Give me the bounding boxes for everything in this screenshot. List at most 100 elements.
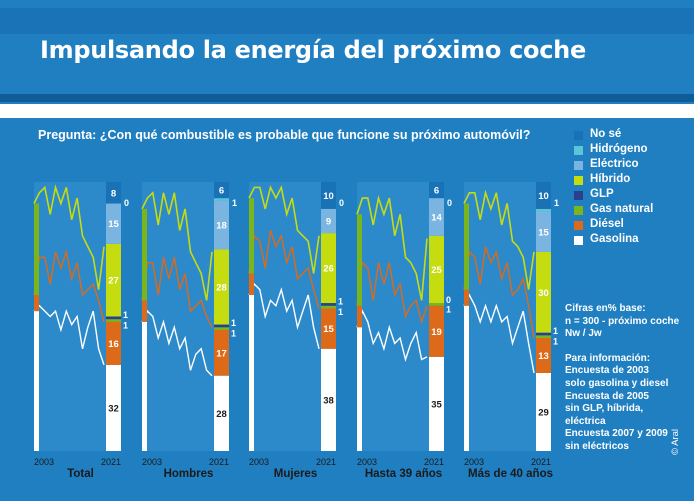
panel-label: Mujeres <box>274 468 317 480</box>
bar-segment-diesel <box>536 338 551 373</box>
year-label-end: 2021 <box>424 457 444 467</box>
start-segment-gasolina <box>142 321 147 451</box>
bar-segment-gasolina <box>321 348 336 451</box>
note-line: eléctrica <box>565 415 606 427</box>
bar-hidrogeno-label: 1 <box>554 198 559 208</box>
bar-segment-gas-natural <box>214 327 229 330</box>
notes-block: Cifras en% base: n = 300 - próximo coche… <box>565 303 685 454</box>
bar-value-label: 10 <box>323 191 334 202</box>
panel-label: Total <box>67 468 94 480</box>
bar-segment-gas-natural <box>321 305 336 309</box>
bar-segment-electrico <box>536 211 551 252</box>
start-segment-diesel <box>464 289 469 306</box>
series-line-gasolina <box>141 309 213 377</box>
bar-segment-gas-natural <box>536 335 551 339</box>
series-line-hibrido <box>463 189 535 290</box>
start-segment-gasolina <box>249 294 254 451</box>
note-line: Encuesta 2007 y 2009 <box>565 428 668 440</box>
bar-value-label: 25 <box>431 265 442 276</box>
bar-value-label: 28 <box>216 282 227 293</box>
start-segment-diesel <box>357 305 362 328</box>
header-divider <box>0 94 694 102</box>
bar-value-label: 32 <box>108 403 119 414</box>
panel-label: Hombres <box>164 468 214 480</box>
bar-segment-electrico <box>106 203 121 244</box>
copyright-label: © Aral <box>670 428 681 455</box>
bar-segment-hidrogeno <box>536 208 551 212</box>
series-line-hibrido <box>33 184 105 290</box>
bar-hidrogeno-label: 1 <box>232 198 237 208</box>
bar-segment-gasolina <box>429 356 444 451</box>
bar-value-label: 29 <box>538 407 549 418</box>
bar-small-value-label: 0 <box>446 295 451 305</box>
legend-swatch <box>574 191 583 200</box>
bar-segment-no-se <box>536 182 551 209</box>
start-segment-diesel <box>34 294 39 312</box>
start-segment-green <box>142 208 147 301</box>
start-segment-diesel <box>142 300 147 322</box>
series-line-diesel <box>33 249 105 323</box>
series-line-diesel <box>141 257 213 328</box>
bar-segment-electrico <box>321 208 336 234</box>
year-label-start: 2003 <box>357 457 377 467</box>
bar-small-value-label: 1 <box>553 326 558 336</box>
bar-value-label: 9 <box>326 217 331 228</box>
series-line-gasolina <box>356 309 428 363</box>
bar-value-label: 28 <box>216 409 227 420</box>
bar-segment-diesel <box>429 305 444 357</box>
bar-value-label: 38 <box>323 395 334 406</box>
series-line-diesel <box>356 261 428 325</box>
bar-value-label: 15 <box>538 227 549 238</box>
series-line-gasolina <box>33 304 105 366</box>
bar-value-label: 16 <box>108 339 119 350</box>
legend-swatch <box>574 206 583 215</box>
bar-segment-no-se <box>429 182 444 199</box>
bar-value-label: 27 <box>108 276 119 287</box>
note-line: solo gasolina y diesel <box>565 377 669 389</box>
legend-label: Gas natural <box>590 203 654 215</box>
year-label-start: 2003 <box>249 457 269 467</box>
year-label-start: 2003 <box>464 457 484 467</box>
bar-small-value-label: 1 <box>338 296 343 306</box>
year-label-end: 2021 <box>101 457 121 467</box>
bar-small-value-label: 1 <box>231 329 236 339</box>
bar-value-label: 6 <box>434 186 439 197</box>
start-segment-gasolina <box>464 305 469 451</box>
bar-segment-glp <box>321 303 336 306</box>
bar-value-label: 15 <box>323 324 334 335</box>
legend-swatch <box>574 176 583 185</box>
legend-label: Hidrógeno <box>590 143 648 155</box>
legend-swatch <box>574 236 583 245</box>
bar-segment-hibrido <box>429 235 444 304</box>
bar-segment-no-se <box>321 182 336 209</box>
series-line-gasolina <box>463 293 535 374</box>
bar-small-value-label: 1 <box>338 307 343 317</box>
legend-swatch <box>574 161 583 170</box>
series-line-hibrido <box>248 184 320 274</box>
bar-hidrogeno-label: 0 <box>339 198 344 208</box>
note-line: Encuesta de 2003 <box>565 365 649 377</box>
bar-small-value-label: 1 <box>123 310 128 320</box>
bar-segment-electrico <box>214 200 229 250</box>
bar-value-label: 8 <box>111 188 116 199</box>
start-segment-gasolina <box>34 311 39 451</box>
bar-segment-hibrido <box>321 233 336 304</box>
bar-segment-gas-natural <box>429 303 444 306</box>
bar-value-label: 10 <box>538 191 549 202</box>
bar-value-label: 15 <box>108 219 119 230</box>
bar-hidrogeno-label: 0 <box>447 198 452 208</box>
series-line-hibrido <box>356 194 428 301</box>
note-line: n = 300 - próximo coche <box>565 315 680 327</box>
page-title: Impulsando la energía del próximo coche <box>40 36 586 64</box>
header-band <box>0 8 694 34</box>
year-label-end: 2021 <box>531 457 551 467</box>
bar-value-label: 17 <box>216 348 227 359</box>
bar-segment-hibrido <box>106 243 121 317</box>
bar-value-label: 14 <box>431 212 442 223</box>
bar-segment-diesel <box>214 329 229 376</box>
bar-small-value-label: 1 <box>446 304 451 314</box>
